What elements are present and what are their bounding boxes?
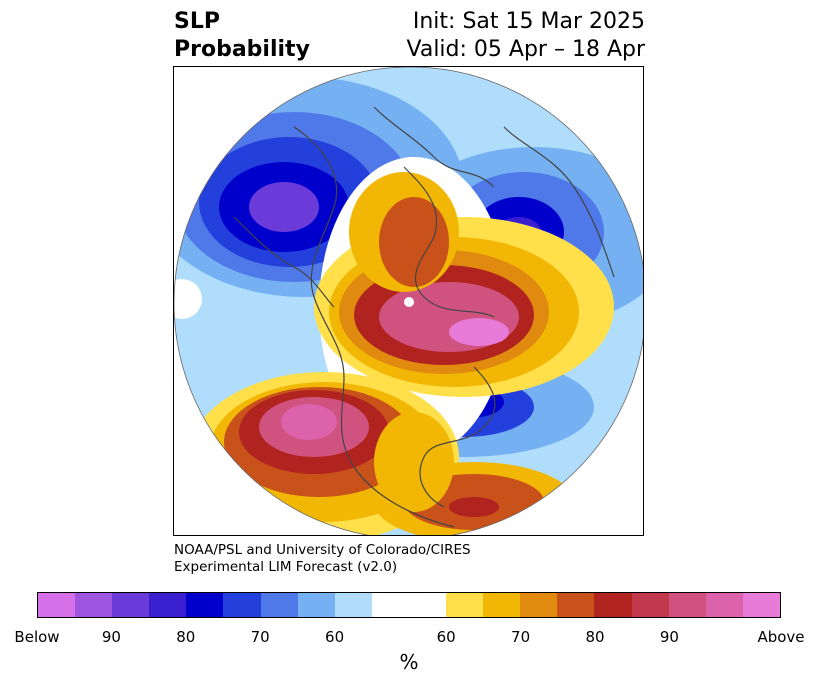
colorbar-tick-label: 60	[325, 628, 345, 646]
colorbar-tick-label: 70	[511, 628, 531, 646]
colorbar-swatch	[223, 593, 261, 617]
credit-line-1: NOAA/PSL and University of Colorado/CIRE…	[174, 542, 471, 558]
colorbar-tick-label: 90	[659, 628, 679, 646]
variable-name: SLP	[174, 9, 220, 34]
colorbar-swatch	[149, 593, 187, 617]
colorbar-swatch	[334, 593, 372, 617]
colorbar-unit: %	[399, 650, 419, 674]
colorbar-tick-label: 60	[436, 628, 456, 646]
north-pole-marker	[404, 297, 414, 307]
coastlines	[233, 106, 615, 528]
colorbar	[37, 592, 781, 618]
colorbar-swatch	[705, 593, 743, 617]
init-date: Init: Sat 15 Mar 2025	[412, 9, 645, 34]
probability-map	[173, 66, 644, 536]
credit-line-2: Experimental LIM Forecast (v2.0)	[174, 559, 398, 575]
colorbar-tick-label: 80	[176, 628, 196, 646]
colorbar-swatch	[186, 593, 224, 617]
variable-title: SLP Probability	[174, 8, 310, 64]
valid-range: Valid: 05 Apr – 18 Apr	[406, 37, 646, 62]
colorbar-tick-label: Above	[757, 628, 805, 646]
colorbar-swatch	[594, 593, 632, 617]
colorbar-swatch	[520, 593, 558, 617]
colorbar-swatch	[446, 593, 484, 617]
variable-type: Probability	[174, 37, 310, 62]
colorbar-swatch	[260, 593, 298, 617]
colorbar-swatch	[297, 593, 335, 617]
colorbar-swatch	[557, 593, 595, 617]
colorbar-tick-label: Below	[14, 628, 60, 646]
colorbar-swatch	[483, 593, 521, 617]
colorbar-tick-label: 70	[250, 628, 270, 646]
colorbar-tick-label: 90	[101, 628, 121, 646]
credit-text: NOAA/PSL and University of Colorado/CIRE…	[174, 542, 471, 576]
colorbar-swatch	[371, 593, 447, 617]
colorbar-swatch	[631, 593, 669, 617]
probability-field	[174, 67, 643, 535]
colorbar-tick-label: 80	[585, 628, 605, 646]
colorbar-swatch	[112, 593, 150, 617]
polar-map-svg	[174, 67, 643, 535]
colorbar-swatch	[38, 593, 76, 617]
colorbar-swatch	[75, 593, 113, 617]
colorbar-swatch	[742, 593, 780, 617]
colorbar-swatch	[668, 593, 706, 617]
forecast-dates: Init: Sat 15 Mar 2025 Valid: 05 Apr – 18…	[407, 8, 646, 64]
